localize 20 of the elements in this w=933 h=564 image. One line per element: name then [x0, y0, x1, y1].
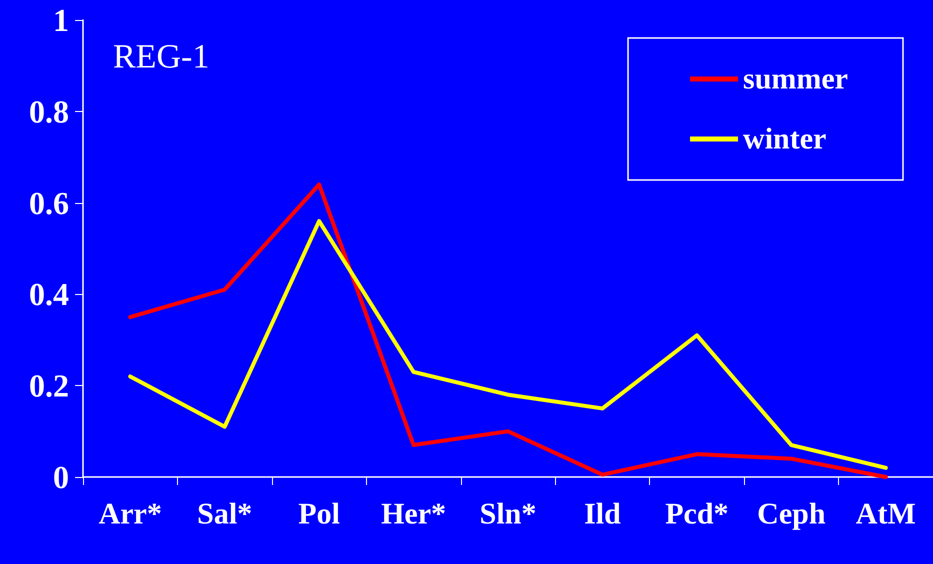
y-tick-label: 0.4 — [29, 276, 69, 312]
annotation: REG-1 — [113, 38, 210, 76]
y-tick-label: 0 — [53, 459, 69, 495]
x-tick-label: Sal* — [197, 498, 252, 530]
y-tick-label: 0.8 — [29, 93, 69, 130]
x-tick-label: AtM — [856, 498, 916, 530]
x-tick-label: Pol — [298, 498, 340, 530]
line-series — [128, 182, 888, 479]
x-tick-label: Her* — [381, 498, 446, 530]
y-tick-label: 0.6 — [29, 184, 69, 221]
x-tick-label: Sln* — [480, 498, 536, 530]
y-tick-label: 0.2 — [29, 368, 69, 404]
x-tick-label: Ceph — [757, 498, 826, 530]
legend-label: summer — [743, 62, 848, 96]
legend-label: winter — [743, 122, 826, 156]
line-series — [128, 219, 888, 470]
y-tick-label: 1 — [53, 2, 69, 38]
x-tick-label: Ild — [584, 498, 622, 530]
x-tick-label: Arr* — [98, 498, 162, 530]
x-tick-label: Pcd* — [665, 498, 729, 530]
